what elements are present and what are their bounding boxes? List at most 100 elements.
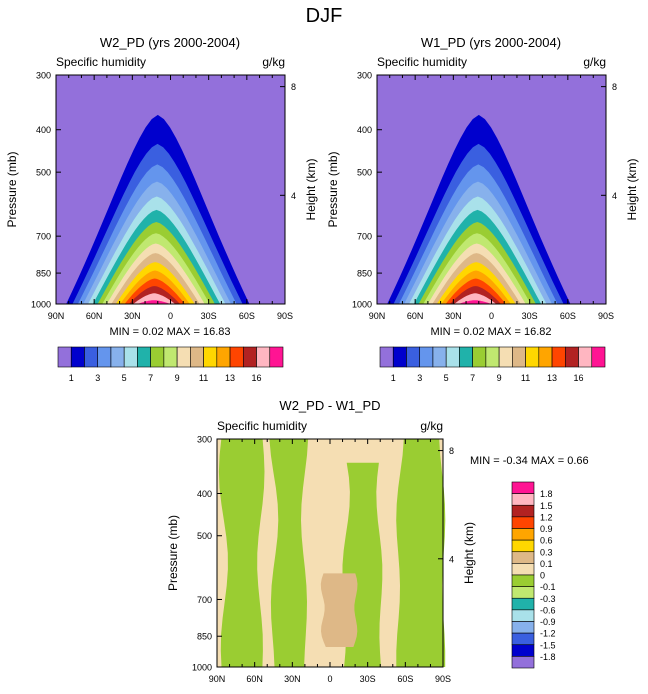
colorbar-box bbox=[242, 346, 257, 368]
colorbar-box bbox=[445, 346, 460, 368]
y-tick-label: 850 bbox=[197, 632, 212, 642]
colorbar-box bbox=[256, 346, 271, 368]
panel-w2-stats: MIN = 0.02 MAX = 16.83 bbox=[109, 326, 230, 338]
y-tick-label: 850 bbox=[36, 269, 51, 279]
colorbar-box bbox=[511, 621, 535, 634]
panel-w1-pd: W1_PD (yrs 2000-2004) Specific humidity … bbox=[326, 35, 639, 383]
colorbar-label: 1.5 bbox=[540, 501, 553, 511]
colorbar-label: 9 bbox=[175, 373, 180, 383]
colorbar-box bbox=[379, 346, 394, 368]
contour-region-0p1-to-0p3 bbox=[320, 573, 358, 647]
colorbar-label: -1.5 bbox=[540, 640, 556, 650]
colorbar-label: -1.8 bbox=[540, 652, 556, 662]
colorbar-box bbox=[406, 346, 421, 368]
x-tick-label: 30S bbox=[360, 674, 376, 684]
colorbar-label: 0.9 bbox=[540, 524, 553, 534]
colorbar-label: -0.1 bbox=[540, 582, 556, 592]
colorbar-box bbox=[511, 516, 535, 529]
y-tick-label: 1000 bbox=[352, 300, 372, 310]
height-tick-label: 8 bbox=[449, 446, 454, 456]
panel-diff-title: W2_PD - W1_PD bbox=[279, 398, 380, 413]
colorbar-label: 5 bbox=[122, 373, 127, 383]
colorbar-box bbox=[564, 346, 579, 368]
y-tick-label: 700 bbox=[357, 232, 372, 242]
colorbar-label: 16 bbox=[574, 373, 584, 383]
colorbar-box bbox=[203, 346, 218, 368]
colorbar-box bbox=[485, 346, 500, 368]
height-tick-label: 4 bbox=[291, 191, 296, 201]
colorbar-label: 9 bbox=[497, 373, 502, 383]
x-tick-label: 60S bbox=[239, 311, 255, 321]
colorbar-box bbox=[511, 528, 535, 541]
colorbar-label: 0.3 bbox=[540, 547, 553, 557]
colorbar-label: 11 bbox=[521, 373, 530, 383]
x-tick-label: 0 bbox=[489, 311, 494, 321]
x-tick-label: 60N bbox=[407, 311, 424, 321]
colorbar-box bbox=[57, 346, 72, 368]
height-tick-label: 8 bbox=[612, 82, 617, 92]
colorbar-box bbox=[538, 346, 553, 368]
colorbar-box bbox=[459, 346, 473, 368]
x-tick-label: 60N bbox=[246, 674, 263, 684]
contour-band-level-16 bbox=[137, 300, 171, 304]
x-tick-label: 90N bbox=[209, 674, 226, 684]
x-tick-label: 30N bbox=[124, 311, 141, 321]
panel-w1-colorbar: 1 3 5 7 9 11 13 16 bbox=[379, 346, 606, 383]
contour-band-level-16 bbox=[458, 300, 492, 304]
colorbar-box bbox=[511, 539, 535, 553]
y-axis-label-right: Height (km) bbox=[462, 522, 476, 584]
height-tick-label: 4 bbox=[449, 554, 454, 564]
y-axis-label-right: Height (km) bbox=[625, 158, 639, 220]
panel-diff-stats: MIN = -0.34 MAX = 0.66 bbox=[470, 455, 589, 467]
x-tick-label: 90S bbox=[277, 311, 293, 321]
y-axis-label: Pressure (mb) bbox=[5, 151, 19, 227]
panel-diff-units-label: g/kg bbox=[420, 419, 443, 433]
colorbar-box bbox=[511, 586, 535, 599]
colorbar-box bbox=[392, 346, 407, 368]
colorbar-label: 0.1 bbox=[540, 559, 553, 569]
colorbar-box bbox=[525, 346, 540, 368]
height-tick-label: 8 bbox=[291, 82, 296, 92]
panel-w1-variable-label: Specific humidity bbox=[377, 55, 467, 69]
contour-band-level-16 bbox=[133, 293, 176, 304]
colorbar-label: 13 bbox=[547, 373, 557, 383]
y-tick-label: 300 bbox=[197, 435, 212, 445]
colorbar-box bbox=[511, 493, 535, 506]
colorbar-box bbox=[511, 504, 535, 518]
colorbar-box bbox=[511, 632, 535, 646]
colorbar-box bbox=[70, 346, 85, 368]
colorbar-box bbox=[511, 563, 535, 576]
y-tick-label: 500 bbox=[197, 531, 212, 541]
y-tick-label: 400 bbox=[197, 489, 212, 499]
contour-region--0p1-to-0 bbox=[218, 439, 265, 667]
y-tick-label: 1000 bbox=[192, 663, 212, 673]
colorbar-box bbox=[511, 609, 535, 622]
colorbar-box bbox=[150, 346, 165, 368]
y-axis-label-right: Height (km) bbox=[304, 158, 318, 220]
colorbar-label: 13 bbox=[225, 373, 235, 383]
y-tick-label: 700 bbox=[36, 232, 51, 242]
colorbar-label: 16 bbox=[252, 373, 262, 383]
colorbar-label: -0.3 bbox=[540, 594, 556, 604]
colorbar-box bbox=[110, 346, 125, 368]
colorbar-box bbox=[269, 346, 284, 368]
colorbar-box bbox=[97, 346, 112, 368]
colorbar-label: 7 bbox=[470, 373, 475, 383]
panel-w2-colorbar: 1 3 5 7 9 11 13 16 bbox=[57, 346, 284, 383]
panel-diff-colorbar: 1.8 1.51.2 0.9 0.60.3 0.1 0-0.1 -0.3-0.6 -0.9 -1… bbox=[511, 481, 556, 669]
colorbar-box bbox=[163, 346, 178, 368]
x-tick-label: 0 bbox=[327, 674, 332, 684]
colorbar-box bbox=[419, 346, 434, 368]
x-tick-label: 60S bbox=[560, 311, 576, 321]
colorbar-box bbox=[432, 346, 447, 368]
height-tick-label: 4 bbox=[612, 191, 617, 201]
colorbar-box bbox=[84, 346, 99, 368]
colorbar-box bbox=[512, 346, 526, 368]
panel-diff-variable-label: Specific humidity bbox=[217, 419, 307, 433]
y-tick-label: 850 bbox=[357, 269, 372, 279]
colorbar-label: 1.2 bbox=[540, 512, 553, 522]
